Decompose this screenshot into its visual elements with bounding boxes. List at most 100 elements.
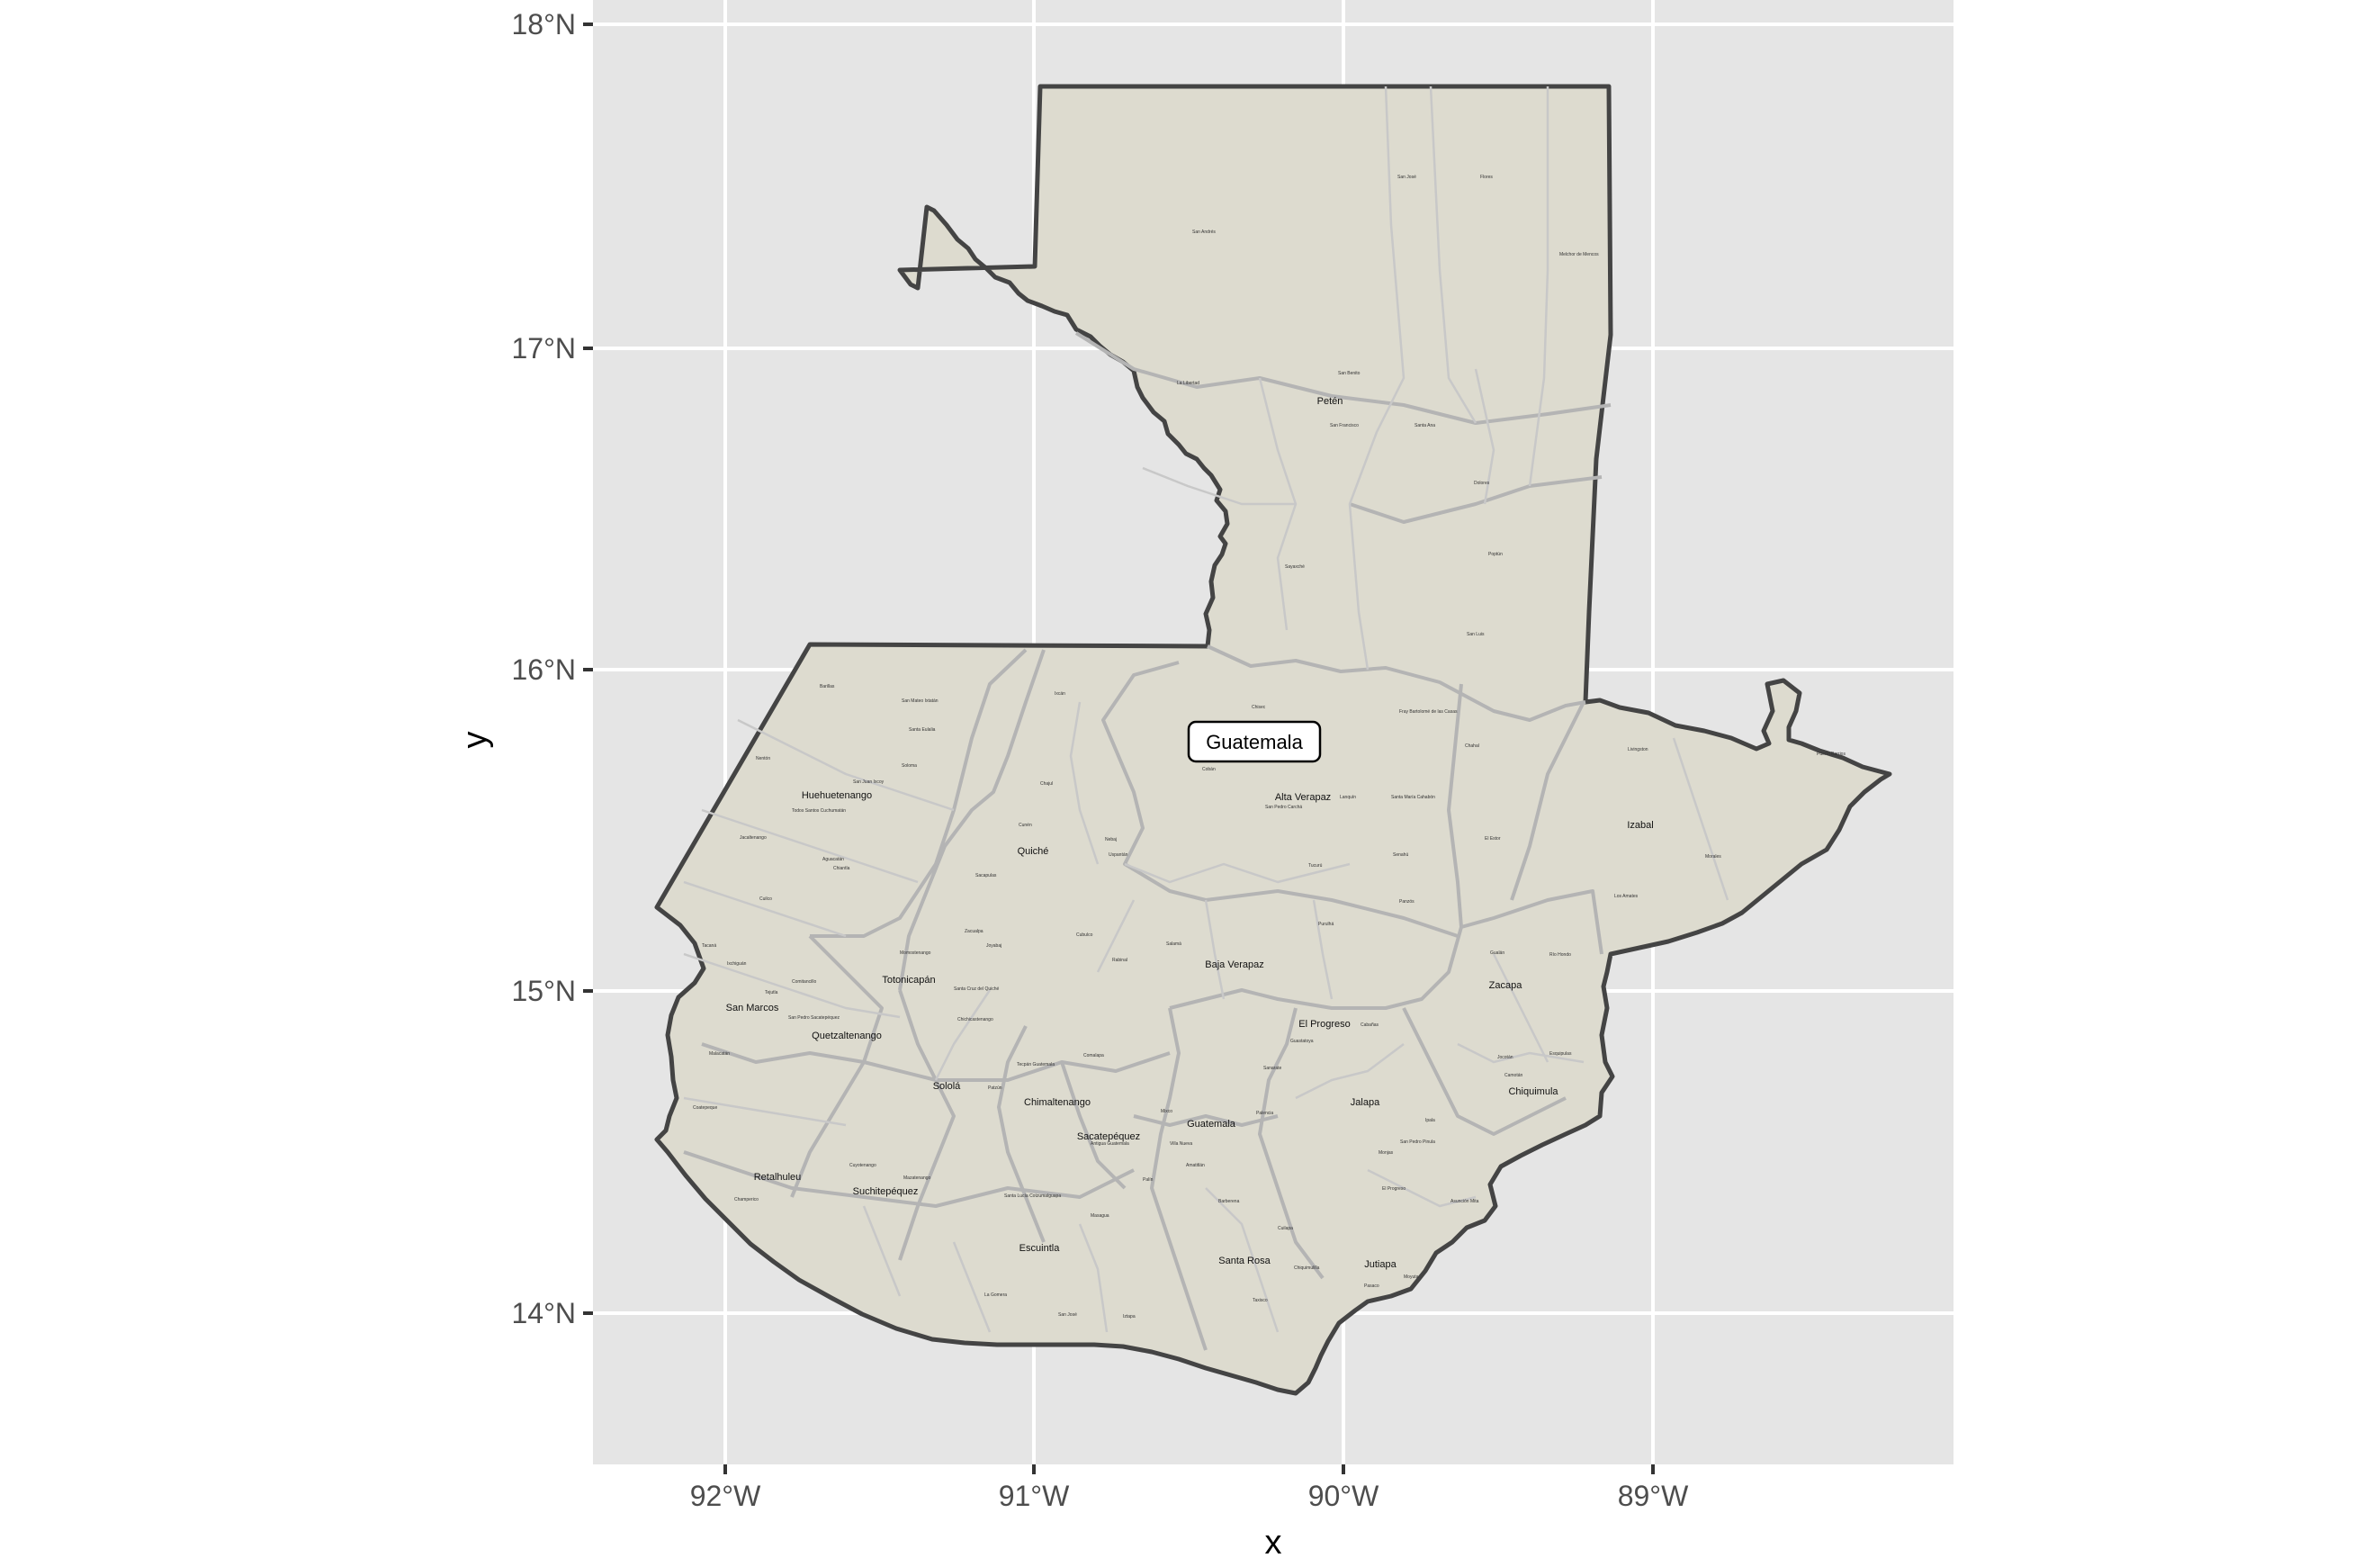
municipality-label: Santa Eulalia xyxy=(909,727,936,733)
municipality-label: Mixco xyxy=(1161,1109,1172,1114)
municipality-label: San Luis xyxy=(1467,632,1485,637)
municipality-label: Chichicastenango xyxy=(957,1017,993,1022)
department-label: Baja Verapaz xyxy=(1205,959,1263,970)
municipality-label: Camotán xyxy=(1504,1073,1523,1078)
municipality-label: Villa Nueva xyxy=(1170,1141,1192,1147)
municipality-label: Asunción Mita xyxy=(1450,1199,1479,1204)
department-label: Jalapa xyxy=(1351,1097,1380,1108)
department-label: Chimaltenango xyxy=(1024,1097,1091,1108)
municipality-label: Rabinal xyxy=(1112,958,1127,963)
y-axis: 14°N 15°N 16°N 17°N 18°N y xyxy=(456,8,593,1329)
department-label: Quetzaltenango xyxy=(812,1031,882,1041)
municipality-label: Santa Ana xyxy=(1415,423,1435,428)
municipality-label: Todos Santos Cuchumatán xyxy=(792,808,846,814)
municipality-label: Purulhá xyxy=(1318,922,1334,927)
municipality-label: San Pedro Sacatepéquez xyxy=(788,1015,840,1021)
municipality-label: Ipala xyxy=(1425,1118,1435,1123)
municipality-label: Cuyotenango xyxy=(849,1163,876,1168)
municipality-label: Chisec xyxy=(1252,705,1266,710)
municipality-label: San Mateo Ixtatán xyxy=(902,698,939,704)
municipality-label: Chajul xyxy=(1040,781,1053,787)
country-label-background xyxy=(1187,720,1322,763)
municipality-label: Santa María Cahabón xyxy=(1391,795,1435,800)
municipality-label: Cubulco xyxy=(1076,932,1093,938)
department-label: El Progreso xyxy=(1298,1019,1350,1030)
municipality-label: Melchor de Mencos xyxy=(1559,252,1599,257)
department-label: Chiquimula xyxy=(1508,1086,1558,1097)
municipality-label: Nentón xyxy=(756,756,770,761)
y-tick-label: 18°N xyxy=(512,8,577,41)
municipality-label: La Libertad xyxy=(1177,381,1199,386)
municipality-label: San Francisco xyxy=(1330,423,1359,428)
municipality-label: San José xyxy=(1058,1312,1077,1318)
municipality-label: Gualán xyxy=(1490,950,1504,956)
municipality-label: Sanarate xyxy=(1263,1066,1282,1071)
municipality-label: Comalapa xyxy=(1083,1053,1104,1058)
municipality-label: Malacatán xyxy=(709,1051,730,1057)
municipality-label: Cuilapa xyxy=(1278,1226,1293,1231)
municipality-label: Aguacatán xyxy=(822,857,844,862)
municipality-label: Dolores xyxy=(1474,481,1490,486)
department-label: San Marcos xyxy=(726,1003,779,1013)
department-label: Jutiapa xyxy=(1364,1259,1397,1270)
department-label: Izabal xyxy=(1627,820,1653,831)
x-tick-label: 89°W xyxy=(1618,1480,1689,1512)
country-label: Guatemala xyxy=(1206,731,1303,753)
municipality-label: Coatepeque xyxy=(693,1105,717,1111)
municipality-labels: San José Flores San Andrés Melchor de Me… xyxy=(693,175,1846,1319)
municipality-label: Tecpán Guatemala xyxy=(1017,1062,1055,1067)
municipality-label: Pasaco xyxy=(1364,1283,1379,1289)
municipality-label: San Andrés xyxy=(1192,230,1216,235)
x-tick-label: 90°W xyxy=(1308,1480,1379,1512)
municipality-label: Palín xyxy=(1143,1177,1154,1183)
municipality-label: Cunén xyxy=(1019,823,1032,828)
x-tick-label: 92°W xyxy=(690,1480,761,1512)
municipality-label: Tacaná xyxy=(702,943,716,949)
municipality-label: Amatitlán xyxy=(1186,1163,1205,1168)
municipality-label: San Juan Ixcoy xyxy=(853,779,885,785)
municipality-label: Cobán xyxy=(1202,767,1216,772)
municipality-label: Zacualpa xyxy=(965,929,983,934)
municipality-label: Río Hondo xyxy=(1549,952,1571,958)
department-label: Totonicapán xyxy=(882,975,935,986)
municipality-label: Antigua Guatemala xyxy=(1091,1141,1129,1147)
department-label: Retalhuleu xyxy=(754,1172,802,1183)
municipality-label: Flores xyxy=(1480,175,1493,180)
municipality-label: Soloma xyxy=(902,763,917,769)
country-label-box: Guatemala xyxy=(1187,720,1322,763)
department-label: Zacapa xyxy=(1489,980,1523,991)
x-axis: 92°W 91°W 90°W 89°W x xyxy=(690,1464,1689,1562)
municipality-label: Nebaj xyxy=(1105,837,1117,842)
department-boundaries xyxy=(683,331,1612,1351)
department-label: Guatemala xyxy=(1187,1119,1236,1130)
municipality-label: Poptún xyxy=(1488,552,1503,557)
municipality-label: Palencia xyxy=(1256,1111,1273,1116)
x-axis-title: x xyxy=(1265,1524,1282,1562)
y-tick-label: 17°N xyxy=(512,332,577,365)
department-label: Escuintla xyxy=(1019,1243,1061,1254)
y-tick-label: 14°N xyxy=(512,1297,577,1329)
y-tick-label: 15°N xyxy=(512,975,577,1007)
municipality-label: Chiquimulilla xyxy=(1294,1265,1320,1271)
municipality-label: Jocotán xyxy=(1497,1055,1513,1060)
municipality-label: Salamá xyxy=(1166,941,1181,947)
municipality-label: Senahú xyxy=(1393,852,1408,858)
municipality-label: Uspantán xyxy=(1109,852,1128,858)
municipality-label: El Estor xyxy=(1485,836,1501,842)
department-label: Santa Rosa xyxy=(1218,1256,1271,1266)
municipality-label: Sacapulas xyxy=(975,873,997,878)
municipality-label: Barillas xyxy=(820,684,835,689)
municipality-label: Livingston xyxy=(1628,747,1648,752)
municipality-label: Morales xyxy=(1705,854,1721,860)
municipality-label: La Gomera xyxy=(984,1292,1007,1298)
municipality-label: Guastatoya xyxy=(1290,1039,1314,1044)
municipality-label: Sayaxché xyxy=(1285,564,1305,570)
municipality-label: Tejutla xyxy=(765,990,778,995)
municipality-label: Esquipulas xyxy=(1549,1051,1572,1057)
municipality-label: Cuilco xyxy=(759,896,772,902)
municipality-label: Moyuta xyxy=(1404,1274,1419,1280)
department-label: Quiché xyxy=(1018,846,1049,857)
y-axis-title: y xyxy=(456,732,494,749)
x-tick-label: 91°W xyxy=(999,1480,1070,1512)
